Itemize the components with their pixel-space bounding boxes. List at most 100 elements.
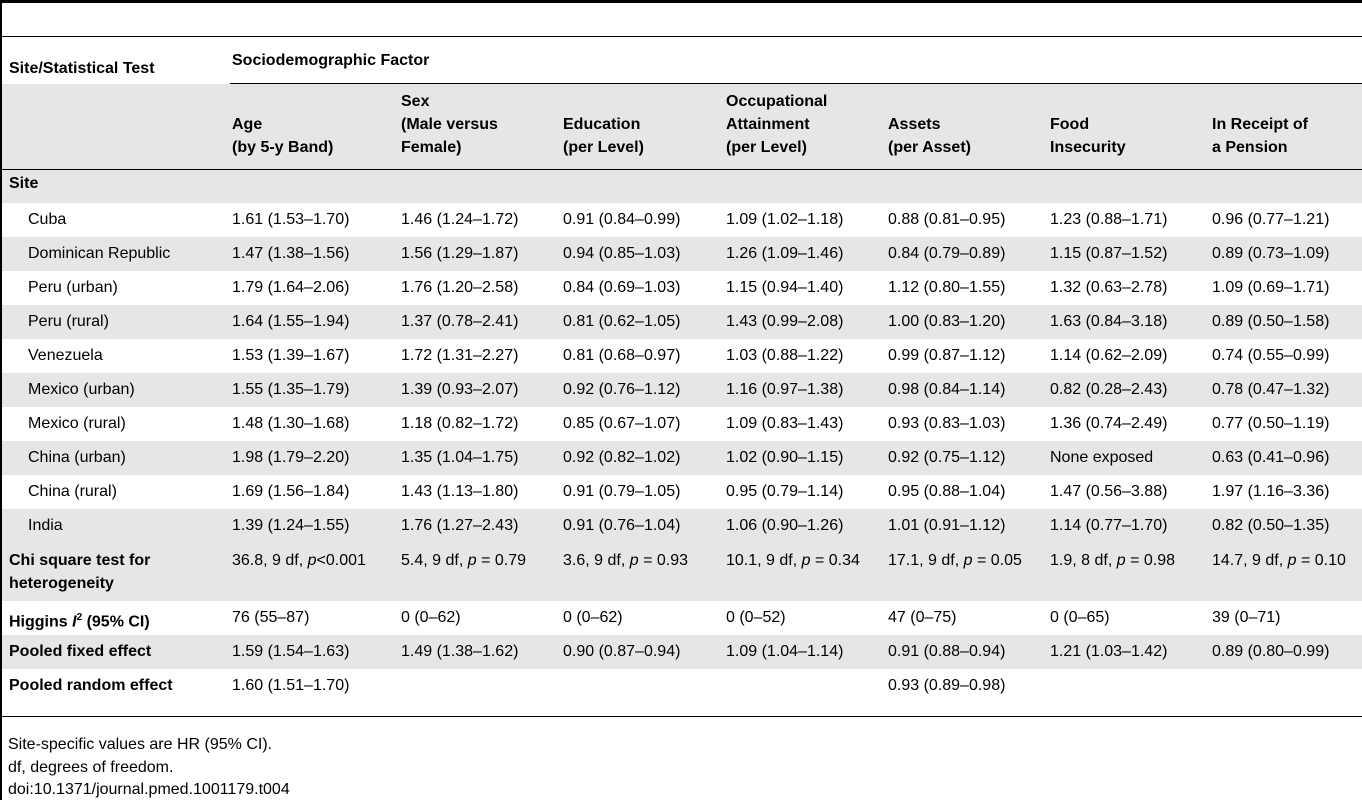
table-cell: 0.89 (0.80–0.99) <box>1212 643 1330 660</box>
table-cell: 1.47 (0.56–3.88) <box>1050 483 1168 500</box>
higgins-row: Higgins I2 (95% CI) 76 (55–87) 0 (0–62) … <box>2 601 1362 635</box>
table-cell: 5.4, 9 df, p = 0.79 <box>401 552 526 569</box>
table-cell: 1.72 (1.31–2.27) <box>401 347 519 364</box>
table-cell: 0.90 (0.87–0.94) <box>563 643 681 660</box>
table-cell: 1.43 (0.99–2.08) <box>726 313 844 330</box>
header-row-columns: Age (by 5-y Band) Sex (Male versus Female) … <box>2 84 1362 169</box>
site-name: Mexico (urban) <box>28 381 135 398</box>
table-cell: 1.49 (1.38–1.62) <box>401 643 519 660</box>
table-cell: 1.26 (1.09–1.46) <box>726 245 844 262</box>
table-cell: 0.77 (0.50–1.19) <box>1212 415 1330 432</box>
column-header-assets: Assets (per Asset) <box>888 116 971 156</box>
site-name: Dominican Republic <box>28 245 171 262</box>
group-label-header: Sociodemographic Factor <box>232 52 430 69</box>
site-name: China (rural) <box>28 483 117 500</box>
table-cell: None exposed <box>1050 449 1154 466</box>
column-header-pension: In Receipt of a Pension <box>1212 116 1309 156</box>
table-left-border <box>0 0 2 800</box>
table-cell: 1.47 (1.38–1.56) <box>232 245 350 262</box>
site-name: Mexico (rural) <box>28 415 126 432</box>
chi-square-label: Chi square test for heterogeneity <box>9 552 151 592</box>
table-cell: 1.39 (0.93–2.07) <box>401 381 519 398</box>
table-cell: 1.55 (1.35–1.79) <box>232 381 350 398</box>
table-cell: 1.48 (1.30–1.68) <box>232 415 350 432</box>
table-row: Peru (rural) 1.64 (1.55–1.94) 1.37 (0.78… <box>2 305 1362 339</box>
table-cell: 0.92 (0.76–1.12) <box>563 381 681 398</box>
table-top-border <box>0 0 1362 3</box>
table-cell: 47 (0–75) <box>888 609 957 626</box>
table-row: China (rural) 1.69 (1.56–1.84) 1.43 (1.1… <box>2 475 1362 509</box>
table-cell: 17.1, 9 df, p = 0.05 <box>888 552 1022 569</box>
table-cell: 0.91 (0.88–0.94) <box>888 643 1006 660</box>
site-name: India <box>28 517 63 534</box>
table-cell: 0.95 (0.79–1.14) <box>726 483 844 500</box>
table-cell: 1.9, 8 df, p = 0.98 <box>1050 552 1175 569</box>
table-cell: 0.89 (0.73–1.09) <box>1212 245 1330 262</box>
table-cell: 0.99 (0.87–1.12) <box>888 347 1006 364</box>
table-cell: 0.82 (0.50–1.35) <box>1212 517 1330 534</box>
table-cell: 0 (0–62) <box>401 609 461 626</box>
table-row: India 1.39 (1.24–1.55) 1.76 (1.27–2.43) … <box>2 509 1362 543</box>
table-cell: 0 (0–65) <box>1050 609 1110 626</box>
table-cell: 1.09 (1.04–1.14) <box>726 643 844 660</box>
table-row: Mexico (urban) 1.55 (1.35–1.79) 1.39 (0.… <box>2 373 1362 407</box>
table-cell: 1.35 (1.04–1.75) <box>401 449 519 466</box>
table-cell: 1.61 (1.53–1.70) <box>232 211 350 228</box>
site-name: Venezuela <box>28 347 103 364</box>
table-cell: 0.95 (0.88–1.04) <box>888 483 1006 500</box>
column-header-sex: Sex (Male versus Female) <box>401 93 498 156</box>
table-cell: 1.98 (1.79–2.20) <box>232 449 350 466</box>
table-cell: 10.1, 9 df, p = 0.34 <box>726 552 860 569</box>
table-cell: 1.76 (1.27–2.43) <box>401 517 519 534</box>
table-cell: 1.14 (0.62–2.09) <box>1050 347 1168 364</box>
table-cell: 1.09 (0.83–1.43) <box>726 415 844 432</box>
table-cell: 1.15 (0.94–1.40) <box>726 279 844 296</box>
site-section-label: Site <box>9 175 39 192</box>
table-cell: 1.79 (1.64–2.06) <box>232 279 350 296</box>
site-name: Peru (urban) <box>28 279 118 296</box>
row-label-header: Site/Statistical Test <box>9 60 155 77</box>
table-cell: 0.81 (0.68–0.97) <box>563 347 681 364</box>
table-cell: 76 (55–87) <box>232 609 310 626</box>
table-cell: 1.21 (1.03–1.42) <box>1050 643 1168 660</box>
table-cell: 1.09 (1.02–1.18) <box>726 211 844 228</box>
table-row: Venezuela 1.53 (1.39–1.67) 1.72 (1.31–2.… <box>2 339 1362 373</box>
table-cell: 0.63 (0.41–0.96) <box>1212 449 1330 466</box>
table-cell: 1.97 (1.16–3.36) <box>1212 483 1330 500</box>
column-header-occupation: Occupational Attainment (per Level) <box>726 93 828 156</box>
table-cell: 0.89 (0.50–1.58) <box>1212 313 1330 330</box>
table-row: Mexico (rural) 1.48 (1.30–1.68) 1.18 (0.… <box>2 407 1362 441</box>
table-bottom-rule <box>0 716 1362 717</box>
table-cell: 1.43 (1.13–1.80) <box>401 483 519 500</box>
table-cell: 1.06 (0.90–1.26) <box>726 517 844 534</box>
table-cell: 1.09 (0.69–1.71) <box>1212 279 1330 296</box>
results-table: Site/Statistical Test Sociodemographic F… <box>2 37 1362 703</box>
table-cell: 0.91 (0.84–0.99) <box>563 211 681 228</box>
table-cell: 1.37 (0.78–2.41) <box>401 313 519 330</box>
table-row: Peru (urban) 1.79 (1.64–2.06) 1.76 (1.20… <box>2 271 1362 305</box>
table-cell: 0.94 (0.85–1.03) <box>563 245 681 262</box>
header-top-rule <box>0 36 1362 37</box>
table-cell: 1.53 (1.39–1.67) <box>232 347 350 364</box>
table-cell: 0.93 (0.89–0.98) <box>888 677 1006 694</box>
chi-square-row: Chi square test for heterogeneity 36.8, 9… <box>2 543 1362 601</box>
table-cell: 0.91 (0.76–1.04) <box>563 517 681 534</box>
table-cell: 1.36 (0.74–2.49) <box>1050 415 1168 432</box>
higgins-label: Higgins I2 (95% CI) <box>9 612 150 631</box>
table-cell: 1.01 (0.91–1.12) <box>888 517 1006 534</box>
table-cell: 1.39 (1.24–1.55) <box>232 517 350 534</box>
site-section-row: Site <box>2 169 1362 203</box>
table-cell: 1.46 (1.24–1.72) <box>401 211 519 228</box>
table-cell: 0.81 (0.62–1.05) <box>563 313 681 330</box>
table-cell: 1.23 (0.88–1.71) <box>1050 211 1168 228</box>
site-name: Cuba <box>28 211 67 228</box>
table-cell: 1.02 (0.90–1.15) <box>726 449 844 466</box>
group-underline <box>230 83 1362 84</box>
table-cell: 1.18 (0.82–1.72) <box>401 415 519 432</box>
site-name: China (urban) <box>28 449 126 466</box>
table-cell: 0.92 (0.75–1.12) <box>888 449 1006 466</box>
table-cell: 1.56 (1.29–1.87) <box>401 245 519 262</box>
table-cell: 1.60 (1.51–1.70) <box>232 677 350 694</box>
column-header-education: Education (per Level) <box>563 116 644 156</box>
table-row: China (urban) 1.98 (1.79–2.20) 1.35 (1.0… <box>2 441 1362 475</box>
